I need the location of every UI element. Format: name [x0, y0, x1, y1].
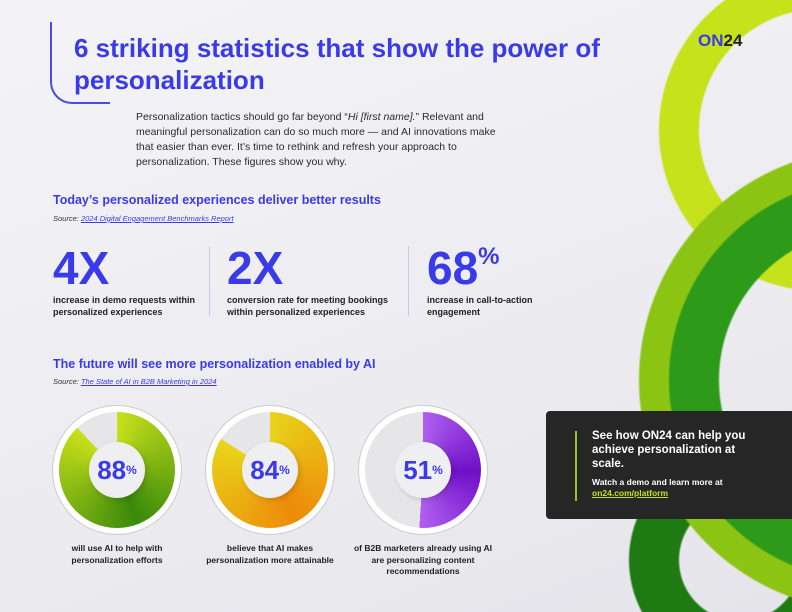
- source-label: Source:: [53, 377, 79, 386]
- intro-text: ” Relevant and meaningful personalizatio…: [136, 111, 496, 168]
- intro-paragraph: Personalization tactics should go far be…: [136, 110, 496, 170]
- on24-logo: ON24: [698, 31, 742, 51]
- divider: [408, 246, 409, 316]
- donut-value: 84%: [242, 442, 298, 498]
- section1-heading: Today’s personalized experiences deliver…: [53, 193, 381, 207]
- page-title: 6 striking statistics that show the powe…: [74, 33, 600, 95]
- stat-1: 4X increase in demo requests within perso…: [53, 242, 223, 318]
- donut-label: believe that AI makes personalization mo…: [206, 543, 334, 565]
- cta-text: Watch a demo and learn more at on24.com/p…: [592, 477, 723, 498]
- source-label: Source:: [53, 214, 79, 223]
- logo-part: ON: [698, 31, 724, 50]
- intro-italic: Hi [first name].: [347, 111, 416, 123]
- cta-title: See how ON24 can help you achieve person…: [592, 430, 746, 470]
- source-link[interactable]: The State of AI in B2B Marketing in 2024: [80, 377, 217, 386]
- donut-chart: 88%: [53, 406, 181, 534]
- cta-box: See how ON24 can help you achieve person…: [546, 411, 792, 519]
- donut-chart: 51%: [359, 406, 487, 534]
- logo-part: 24: [723, 31, 743, 50]
- stat-label: increase in call-to-action engagement: [427, 295, 533, 317]
- donut-value: 88%: [89, 442, 145, 498]
- cta-link[interactable]: on24.com/platform: [592, 488, 669, 498]
- stat-value: 68%: [427, 242, 500, 294]
- stat-value: 4X: [53, 242, 110, 294]
- source-link[interactable]: 2024 Digital Engagement Benchmarks Repor…: [80, 214, 234, 223]
- stat-2: 2X conversion rate for meeting bookings w…: [227, 242, 397, 318]
- stat-label: increase in demo requests within persona…: [53, 295, 196, 317]
- donut-label: of B2B marketers already using AI are pe…: [353, 543, 493, 576]
- section2-source: Source: The State of AI in B2B Marketing…: [53, 377, 217, 386]
- section1-source: Source: 2024 Digital Engagement Benchmar…: [53, 214, 234, 223]
- section2-heading: The future will see more personalization…: [53, 357, 376, 371]
- cta-accent-bar: [575, 431, 577, 501]
- donut-value: 51%: [395, 442, 451, 498]
- donut-label: will use AI to help with personalization…: [71, 543, 163, 565]
- stat-value: 2X: [227, 242, 284, 294]
- stat-3: 68% increase in call-to-action engagement: [427, 242, 547, 318]
- intro-text: Personalization tactics should go far be…: [136, 111, 348, 123]
- stat-label: conversion rate for meeting bookings wit…: [227, 295, 389, 317]
- divider: [209, 246, 210, 316]
- title-bracket: [50, 22, 110, 104]
- donut-chart: 84%: [206, 406, 334, 534]
